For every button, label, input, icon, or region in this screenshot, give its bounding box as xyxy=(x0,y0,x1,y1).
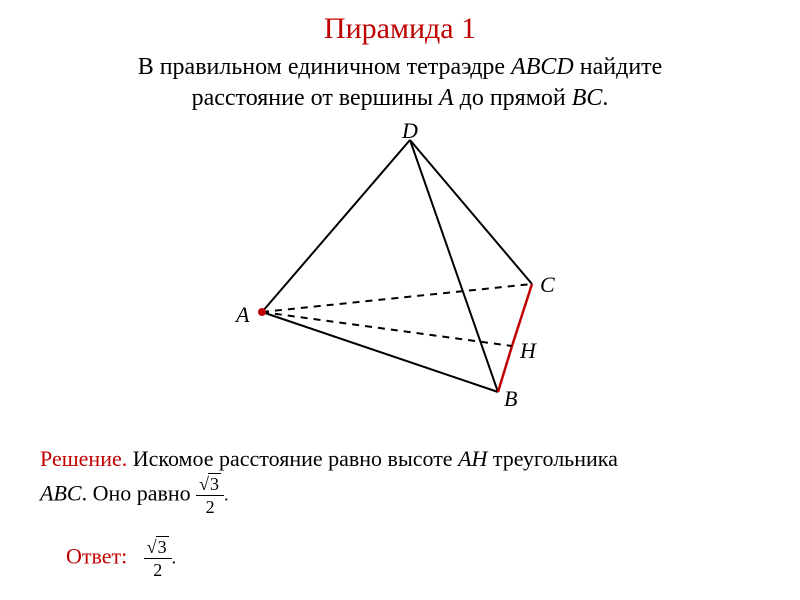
solution-text2: треугольника xyxy=(487,446,617,471)
answer-block: Ответ: 3 2 . xyxy=(0,516,800,579)
page-title: Пирамида 1 xyxy=(0,0,800,46)
edge-ch xyxy=(512,284,532,346)
edge-ac xyxy=(262,284,532,312)
answer-radicand: 3 xyxy=(156,536,169,557)
solution-block: Решение. Искомое расстояние равно высоте… xyxy=(0,424,800,516)
edge-dc xyxy=(410,140,532,284)
answer-sqrt: 3 xyxy=(147,538,169,556)
problem-line2-mid: до прямой xyxy=(454,85,572,111)
solution-end: . xyxy=(224,485,229,505)
problem-abcd: ABCD xyxy=(511,54,574,80)
answer-frac-num: 3 xyxy=(144,538,172,559)
tetrahedron-diagram: D A B C H xyxy=(200,124,600,424)
edge-ad xyxy=(262,140,410,312)
problem-line1-pre: В правильном единичном тетраэдре xyxy=(138,54,511,80)
vertex-label-a: A xyxy=(236,302,249,328)
answer-frac-den: 2 xyxy=(144,559,172,579)
problem-line2-post: . xyxy=(602,85,608,111)
vertex-label-h: H xyxy=(520,338,536,364)
solution-frac-num: 3 xyxy=(196,475,224,496)
problem-BC: BC xyxy=(572,85,603,111)
vertex-label-b: B xyxy=(504,386,517,412)
solution-abc: ABC xyxy=(40,481,82,506)
solution-ah: AH xyxy=(458,446,487,471)
answer-fraction: 3 2 xyxy=(144,538,172,579)
edge-ah xyxy=(262,312,512,346)
answer-end: . xyxy=(172,548,177,568)
answer-label: Ответ: xyxy=(66,544,127,569)
solution-fraction: 3 2 xyxy=(196,475,224,516)
problem-line2-pre: расстояние от вершины xyxy=(192,85,439,111)
problem-statement: В правильном единичном тетраэдре ABCD на… xyxy=(0,46,800,114)
problem-line1-post: найдите xyxy=(574,54,663,80)
problem-A: A xyxy=(439,85,454,111)
title-text: Пирамида 1 xyxy=(324,12,476,45)
solution-frac-den: 2 xyxy=(196,496,224,516)
solution-line2-mid: . Оно равно xyxy=(82,481,197,506)
solution-text1: Искомое расстояние равно высоте xyxy=(127,446,458,471)
edge-db xyxy=(410,140,498,392)
solution-label: Решение. xyxy=(40,446,127,471)
vertex-label-c: C xyxy=(540,272,555,298)
vertex-label-d: D xyxy=(402,118,418,144)
solution-sqrt: 3 xyxy=(199,475,221,493)
solution-radicand: 3 xyxy=(208,473,221,494)
